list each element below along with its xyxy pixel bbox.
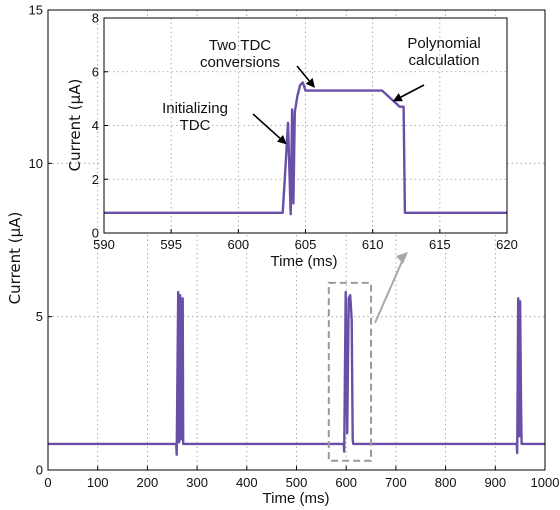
y-tick-label: 0	[36, 463, 43, 478]
x-tick-label: 0	[44, 475, 51, 490]
y-tick-label: 5	[36, 309, 43, 324]
inset-ticks: 590 595 600 605 610 615 620 0 2 4 6 8	[92, 11, 518, 253]
inset-y-axis-label: Current (μA)	[66, 79, 84, 172]
x-tick-label: 595	[160, 237, 182, 252]
inset-plot-line	[104, 81, 507, 216]
inset-x-axis-label: Time (ms)	[271, 253, 338, 270]
annotation-text: calculation	[409, 52, 480, 69]
y-tick-label: 10	[29, 156, 43, 171]
series-line	[104, 81, 507, 216]
main-x-axis-label: Time (ms)	[263, 490, 330, 507]
y-tick-label: 0	[92, 226, 99, 241]
zoom-arrow-head	[396, 252, 408, 264]
main-y-axis-label: Current (μA)	[6, 212, 24, 305]
x-tick-label: 615	[429, 237, 451, 252]
x-tick-label: 600	[335, 475, 357, 490]
annotation-arrow	[296, 65, 310, 82]
zoom-arrow-shaft	[374, 256, 405, 324]
y-tick-label: 2	[92, 172, 99, 187]
y-tick-label: 6	[92, 64, 99, 79]
x-tick-label: 610	[362, 237, 384, 252]
x-tick-label: 800	[435, 475, 457, 490]
annotation-text: TDC	[180, 117, 211, 134]
x-tick-label: 600	[227, 237, 249, 252]
annotation-arrow-head	[305, 78, 315, 88]
y-tick-label: 15	[29, 3, 43, 18]
x-tick-label: 605	[295, 237, 317, 252]
inset-chart: 590 595 600 605 610 615 620 0 2 4 6 8 Time (ms) Cur…	[66, 11, 518, 271]
annotation-arrow	[400, 84, 425, 98]
annotation-arrow	[252, 113, 281, 139]
annotation-text: Polynomial	[407, 35, 480, 52]
x-tick-label: 700	[385, 475, 407, 490]
y-tick-label: 4	[92, 118, 99, 133]
main-ticks: 0 100 200 300 400 500 600 700 800 900 1000 0 5 10 15	[29, 3, 560, 491]
series-line	[48, 290, 545, 456]
annotation-arrow-head	[392, 93, 403, 102]
x-tick-label: 100	[87, 475, 109, 490]
x-tick-label: 300	[186, 475, 208, 490]
annotation-text: conversions	[200, 54, 280, 71]
x-tick-label: 500	[286, 475, 308, 490]
annotation-text: Initializing	[162, 100, 228, 117]
y-tick-label: 8	[92, 11, 99, 26]
x-tick-label: 1000	[531, 475, 560, 490]
zoom-arrow	[374, 252, 408, 324]
x-tick-label: 400	[236, 475, 258, 490]
annotation-arrow-head	[276, 134, 287, 145]
x-tick-label: 200	[137, 475, 159, 490]
x-tick-label: 900	[484, 475, 506, 490]
x-tick-label: 620	[496, 237, 518, 252]
annotation-text: Two TDC	[209, 37, 271, 54]
main-plot-line	[48, 290, 545, 456]
x-tick-label: 590	[93, 237, 115, 252]
